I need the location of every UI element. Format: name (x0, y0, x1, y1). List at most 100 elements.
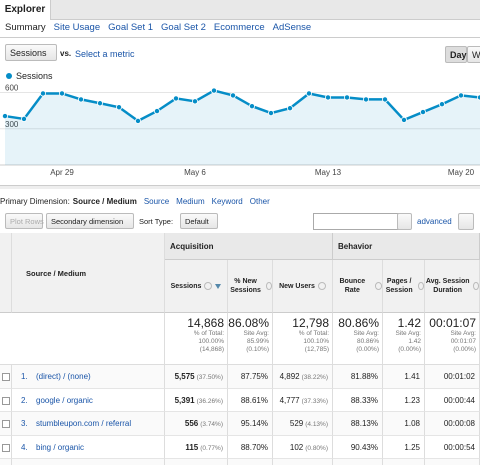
search-button[interactable] (397, 213, 412, 230)
totals-cell: 14,868% of Total: 100.00% (14,868) (165, 313, 228, 365)
primary-dimension-label: Primary Dimension: (0, 197, 70, 206)
pages-value: 1.25 (404, 442, 420, 452)
column-header-label: Bounce Rate (339, 278, 366, 294)
column-header[interactable]: % New Sessions (228, 260, 273, 313)
subtab[interactable]: Summary (5, 22, 46, 33)
source-cell: 2. google / organic (12, 388, 165, 412)
point (438, 101, 445, 108)
source-cell: 3. stumbleupon.com / referral (12, 412, 165, 436)
row-checkbox-cell (0, 365, 12, 389)
group-header-label: Behavior (338, 242, 373, 251)
column-header[interactable]: Sessions (165, 260, 228, 313)
point (248, 103, 255, 110)
column-header[interactable]: Bounce Rate (333, 260, 383, 313)
dimension-option[interactable]: Other (249, 197, 270, 206)
source-link[interactable]: google / organic (36, 395, 93, 405)
point (305, 90, 312, 97)
point (172, 95, 179, 102)
totals-note: (0.10%) (246, 346, 269, 353)
totals-value: 1.42 (397, 316, 421, 330)
bounce-rate-value: 88.33% (350, 395, 378, 405)
point (267, 110, 274, 117)
totals-note: (12,785) (304, 346, 329, 353)
totals-note: % of Total: (193, 330, 224, 337)
column-header[interactable]: New Users (273, 260, 333, 313)
new-users-value: 4,777 (279, 395, 300, 405)
row-checkbox[interactable] (2, 396, 10, 405)
row-rank: 3. (21, 419, 28, 428)
totals-left (0, 313, 165, 365)
totals-note: Site Avg: (353, 330, 379, 337)
source-link[interactable]: bing / organic (36, 442, 85, 452)
metric-cell: 4,777 (37.33%) (273, 388, 333, 412)
point (229, 92, 236, 99)
select-metric-link[interactable]: Select a metric (75, 49, 135, 59)
point (20, 115, 27, 122)
subtab[interactable]: Goal Set 1 (108, 22, 154, 33)
pages-value: 1.23 (404, 395, 420, 405)
row-rank: 2. (21, 395, 28, 405)
point (153, 108, 160, 115)
totals-cell: 12,798% of Total: 100.10% (12,785) (273, 313, 333, 365)
row-checkbox[interactable] (2, 373, 10, 381)
dimension-option[interactable]: Keyword (211, 197, 243, 206)
source-link[interactable]: stumbleupon.com / referral (36, 419, 132, 428)
y-tick-label: 300 (5, 120, 19, 129)
metric-cell: 1.08 (383, 412, 425, 436)
totals-note: % of Total: (298, 330, 329, 337)
sort-label: Sort Type: (139, 217, 174, 226)
source-cell: 4. bing / organic (12, 435, 165, 459)
subtab[interactable]: Site Usage (53, 22, 101, 33)
duration-value: 00:00:54 (443, 442, 475, 452)
sort-select[interactable]: Default (180, 213, 218, 229)
plot-rows-button[interactable]: Plot Rows (5, 213, 44, 229)
area (5, 90, 480, 165)
help-icon (204, 282, 213, 290)
chart-footer (0, 185, 480, 189)
sessions-share: (3.74%) (200, 421, 223, 428)
totals-cell: 86.08% Site Avg: 85.99% (0.10%) (228, 313, 273, 365)
column-header-label: Pages / Session (385, 278, 413, 294)
metric-cell: 00:00:54 (425, 435, 480, 459)
dimension-option[interactable]: Source (143, 197, 170, 206)
metric-cell: 92.66% (228, 459, 273, 465)
subtab[interactable]: Goal Set 2 (161, 22, 206, 33)
duration-value: 00:00:44 (443, 395, 475, 405)
week-button[interactable]: Week (467, 46, 480, 63)
metric-cell: 00:00:08 (425, 412, 480, 436)
totals-note: 80.86% (356, 338, 379, 345)
column-header[interactable]: Pages / Session (383, 260, 425, 313)
point (78, 96, 85, 103)
source-link[interactable]: (direct) / (none) (36, 372, 91, 381)
secondary-dimension-select[interactable]: Secondary dimension (46, 213, 134, 229)
pages-value: 1.41 (404, 372, 420, 381)
row-checkbox[interactable] (2, 420, 10, 428)
metric-cell: 102 (0.80%) (273, 435, 333, 459)
help-icon (266, 282, 272, 290)
legend-label: Sessions (16, 71, 53, 81)
view-toggle[interactable] (458, 213, 474, 230)
subtab[interactable]: Ecommerce (213, 22, 265, 33)
advanced-link[interactable]: advanced (417, 217, 452, 226)
metric-cell: 4,892 (38.22%) (273, 365, 333, 389)
dimension-option[interactable]: Medium (176, 197, 205, 206)
totals-value: 80.86% (338, 316, 379, 330)
metric-cell: 115 (0.77%) (165, 435, 228, 459)
point (457, 92, 464, 99)
source-cell: 5. yahoo / organic (12, 459, 165, 465)
point (97, 100, 104, 107)
source-link[interactable]: yahoo / organic (36, 459, 91, 465)
duration-value: 00:00:08 (443, 419, 475, 428)
search-input[interactable] (313, 213, 399, 230)
row-checkbox[interactable] (2, 443, 10, 452)
metric-cell: 00:01:02 (425, 365, 480, 389)
day-button[interactable]: Day (445, 46, 467, 63)
subtab[interactable]: AdSense (272, 22, 312, 33)
column-header[interactable]: Avg. Session Duration (425, 260, 480, 313)
new-users-value: 4,892 (279, 372, 300, 381)
totals-note: 100.00% (198, 338, 224, 345)
metric-select[interactable]: Sessions (5, 44, 57, 61)
metric-cell: 556 (3.74%) (165, 412, 228, 436)
tab[interactable]: Explorer (0, 0, 51, 20)
new-users-share: (0.80%) (305, 444, 328, 452)
